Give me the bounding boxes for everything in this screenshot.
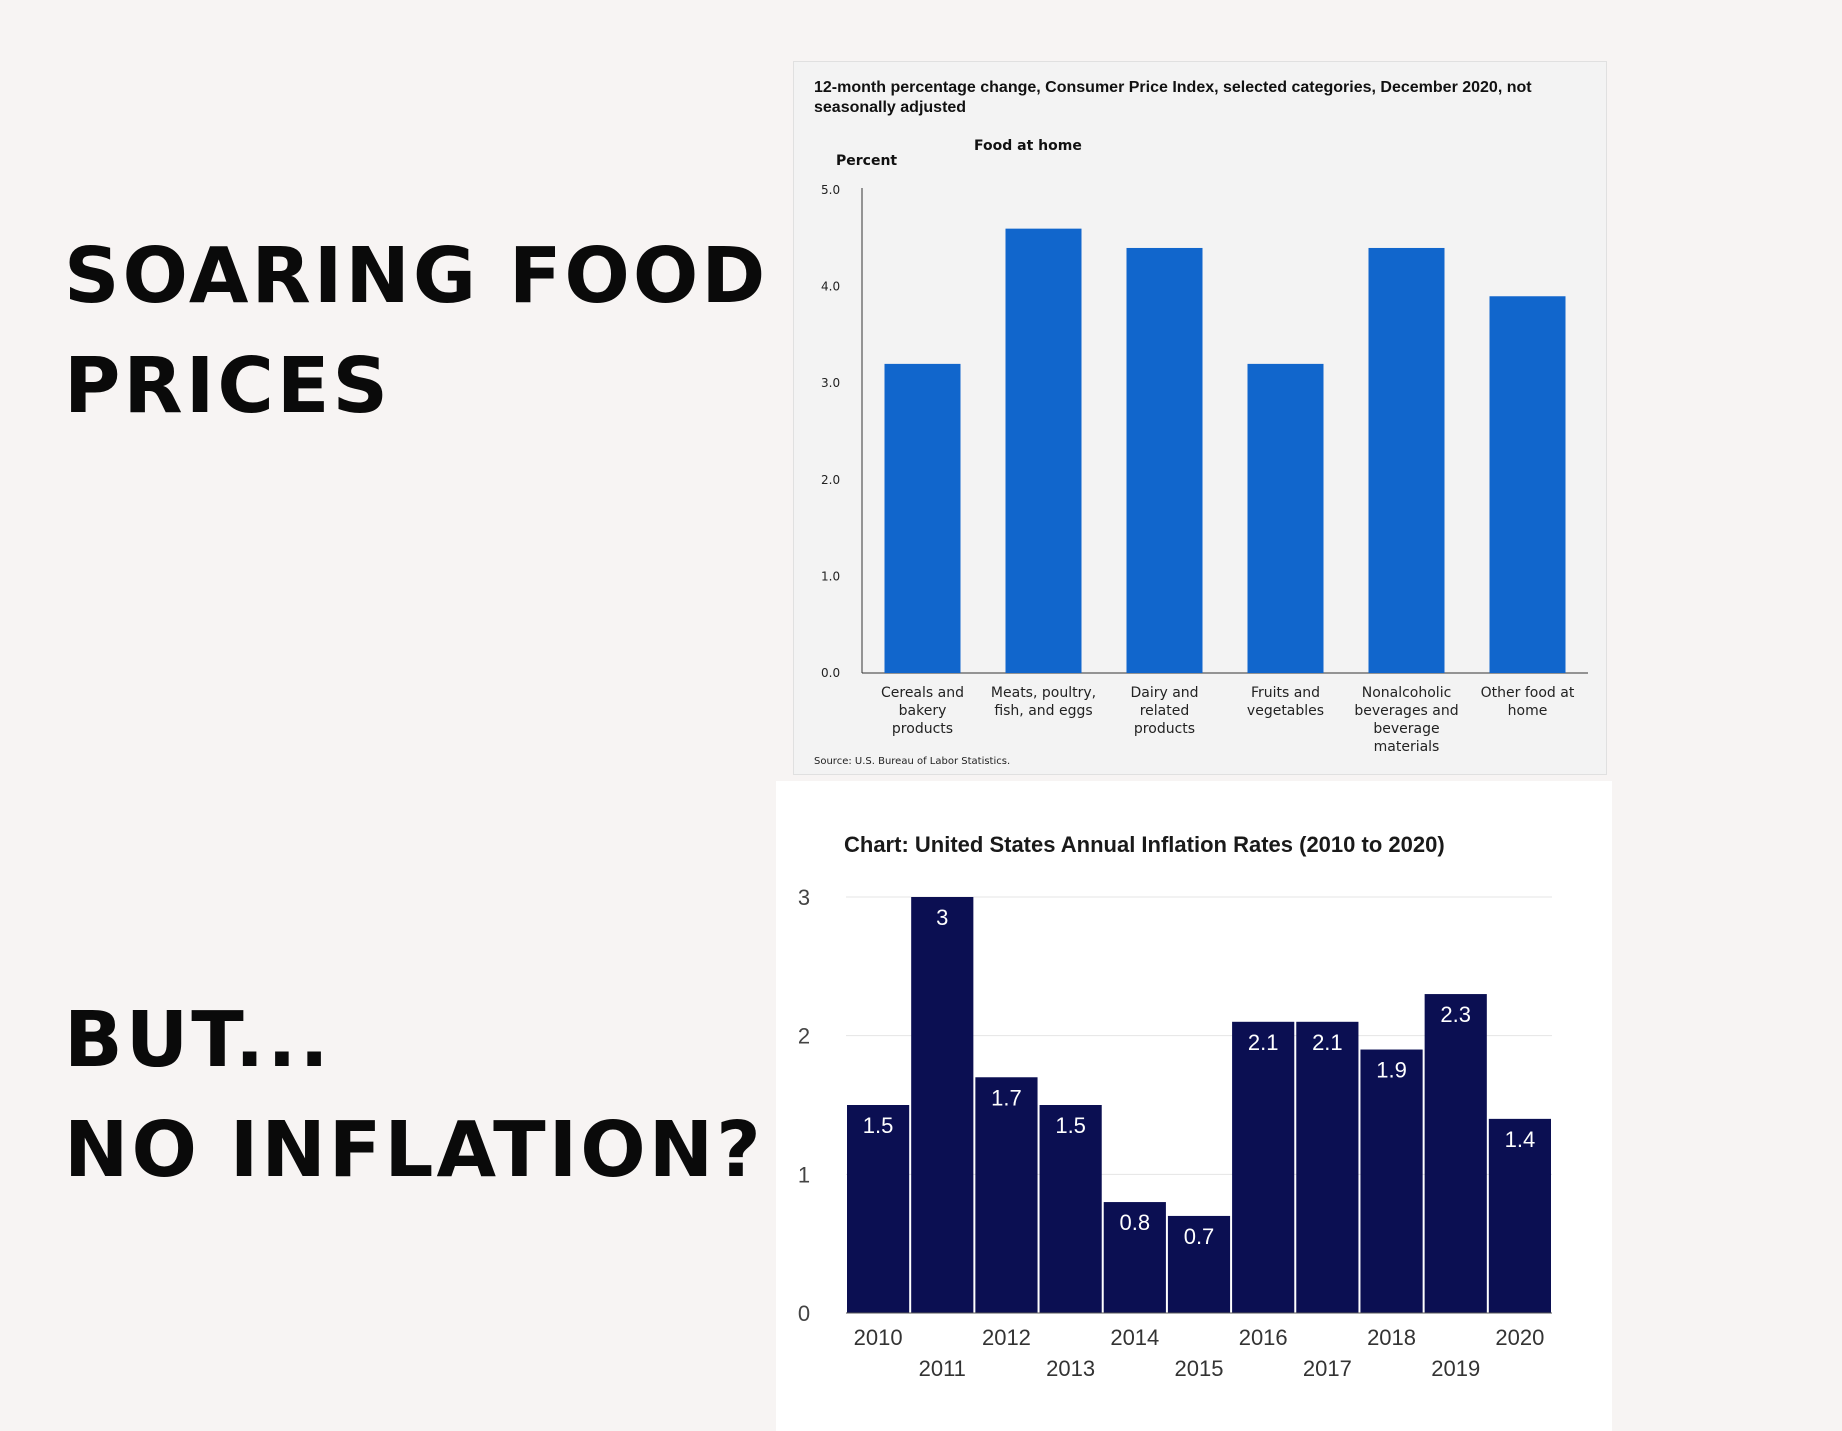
x-tick-label: 2020: [1495, 1325, 1544, 1350]
y-tick-label: 5.0: [821, 183, 840, 197]
chart-source: Source: U.S. Bureau of Labor Statistics.: [814, 756, 1010, 767]
data-label: 3: [936, 905, 948, 930]
bar: [1488, 1118, 1551, 1313]
bar: [1424, 994, 1487, 1313]
data-label: 0.8: [1120, 1210, 1151, 1235]
x-tick-label: 2015: [1175, 1356, 1224, 1381]
bar: [1360, 1049, 1423, 1313]
x-tick-label: Meats, poultry, fish, and eggs: [991, 685, 1096, 719]
x-tick-label: Other food at home: [1481, 685, 1575, 719]
bar: [1296, 1021, 1359, 1313]
data-label: 2.1: [1312, 1030, 1343, 1055]
bar: [1489, 296, 1566, 673]
bar: [1005, 228, 1082, 673]
y-tick-label: 1: [798, 1162, 810, 1187]
x-tick-label: 2013: [1046, 1356, 1095, 1381]
bar: [1247, 363, 1324, 673]
data-label: 0.7: [1184, 1224, 1215, 1249]
y-tick-label: 2.0: [821, 473, 840, 487]
inflation-bar-chart: 0 1 2 3 1.5 2010 3 2011 1.7 2012 1.5 2013 0.8 2014 0.7…: [798, 885, 1552, 1381]
x-tick-label: 2016: [1239, 1325, 1288, 1350]
bar: [884, 363, 961, 673]
chart-title: Chart: United States Annual Inflation Ra…: [844, 832, 1445, 857]
bar: [1039, 1105, 1102, 1313]
headline-line: NO INFLATION?: [64, 1106, 764, 1195]
bar: [1167, 1215, 1231, 1313]
x-tick-label: Nonalcoholic beverages and beverage materia…: [1354, 685, 1458, 755]
y-tick-label: 0.0: [821, 666, 840, 680]
x-tick-label: 2019: [1431, 1356, 1480, 1381]
inflation-chart-panel: Chart: United States Annual Inflation Ra…: [776, 781, 1612, 1431]
bar: [1368, 247, 1445, 673]
chart-title: 12-month percentage change, Consumer Pri…: [814, 79, 1532, 116]
data-label: 1.9: [1376, 1058, 1407, 1083]
data-label: 2.3: [1440, 1002, 1471, 1027]
x-tick-label: 2018: [1367, 1325, 1416, 1350]
x-tick-label: Dairy and related products: [1130, 685, 1198, 737]
headline-line: BUT...: [64, 996, 332, 1085]
bar: [1126, 247, 1203, 673]
headline-line: PRICES: [64, 342, 391, 431]
bar: [1232, 1021, 1295, 1313]
headline-soaring-food-prices: SOARING FOOD PRICES: [64, 222, 768, 442]
y-tick-label: 2: [798, 1024, 810, 1049]
data-label: 1.4: [1505, 1127, 1536, 1152]
y-tick-label: 4.0: [821, 280, 840, 294]
headline-line: SOARING FOOD: [64, 232, 769, 321]
x-tick-label: Cereals and bakery products: [881, 685, 964, 737]
bar: [975, 1077, 1038, 1313]
x-tick-label: Fruits and vegetables: [1247, 685, 1324, 719]
bar: [1103, 1202, 1166, 1313]
y-axis-label: Percent: [836, 153, 897, 169]
y-tick-label: 3: [798, 885, 810, 910]
x-tick-label: 2012: [982, 1325, 1031, 1350]
chart-subtitle: Food at home: [974, 138, 1082, 154]
y-tick-label: 3.0: [821, 376, 840, 390]
x-tick-label: 2014: [1110, 1325, 1159, 1350]
cpi-food-bar-chart: Food at home Percent 0.0 1.0 2.0 3.0 4.0 5.0 Cer…: [814, 138, 1588, 767]
x-tick-label: 2017: [1303, 1356, 1352, 1381]
data-label: 1.5: [863, 1113, 894, 1138]
bar: [847, 1105, 910, 1313]
headline-no-inflation: BUT... NO INFLATION?: [64, 986, 764, 1206]
bar: [911, 897, 974, 1313]
x-tick-label: 2010: [854, 1325, 903, 1350]
y-tick-label: 1.0: [821, 569, 840, 583]
cpi-food-chart-panel: 12-month percentage change, Consumer Pri…: [793, 61, 1607, 775]
data-label: 1.5: [1055, 1113, 1086, 1138]
x-tick-label: 2011: [919, 1356, 966, 1381]
data-label: 1.7: [991, 1085, 1022, 1110]
data-label: 2.1: [1248, 1030, 1279, 1055]
y-tick-label: 0: [798, 1301, 810, 1326]
